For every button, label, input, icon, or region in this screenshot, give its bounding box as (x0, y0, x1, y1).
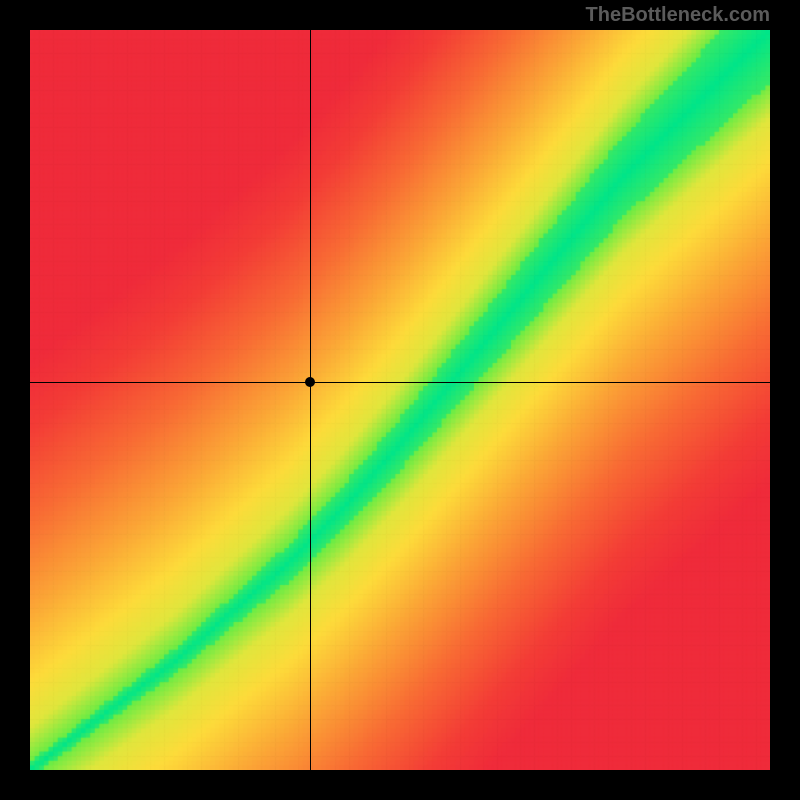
crosshair-marker (305, 377, 315, 387)
plot-area (30, 30, 770, 770)
crosshair-horizontal (30, 382, 770, 383)
bottleneck-heatmap (30, 30, 770, 770)
attribution-text: TheBottleneck.com (586, 4, 770, 27)
crosshair-vertical (310, 30, 311, 770)
chart-frame: TheBottleneck.com (0, 0, 800, 800)
